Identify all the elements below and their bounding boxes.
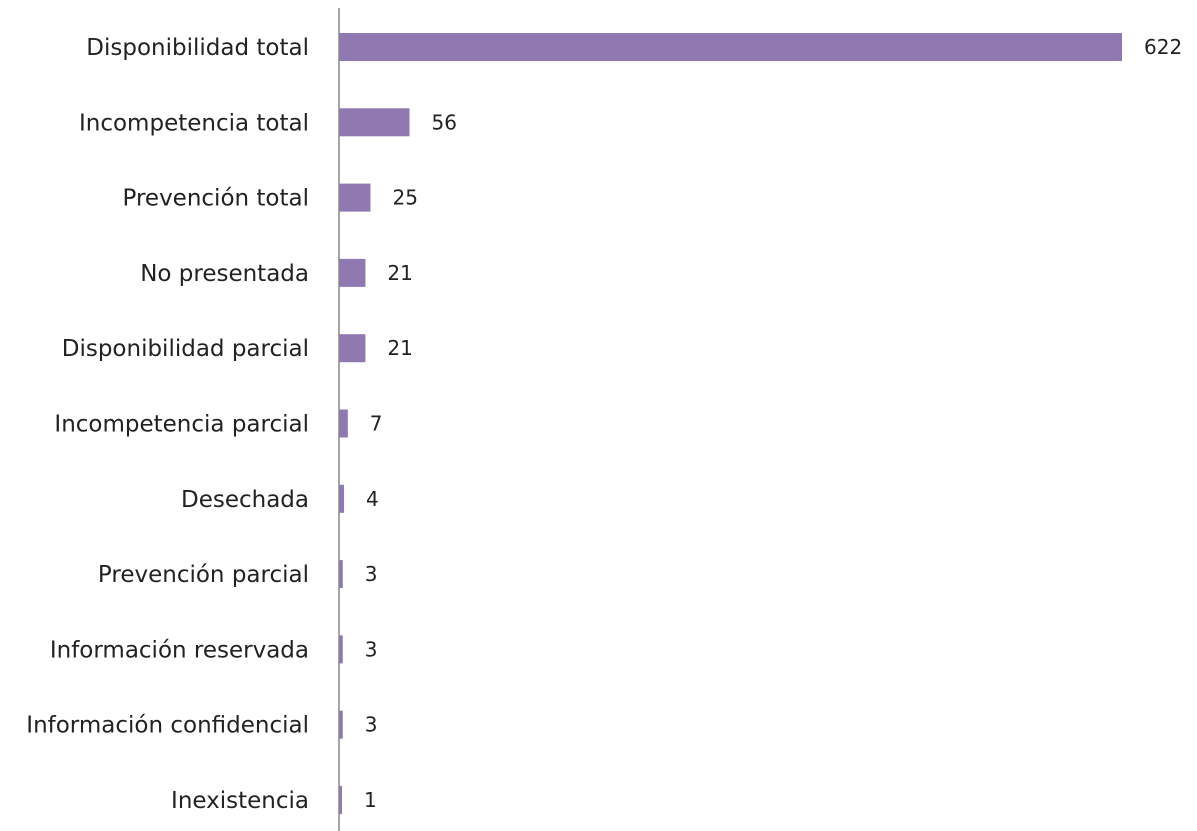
- category-label: Disponibilidad total: [86, 35, 309, 61]
- value-label: 56: [431, 110, 456, 134]
- bar: [339, 183, 371, 212]
- bar: [339, 786, 342, 814]
- bar: [339, 108, 410, 137]
- category-label: Prevención parcial: [98, 562, 309, 588]
- value-label: 3: [365, 637, 378, 661]
- value-label: 25: [392, 186, 417, 210]
- category-label: Información confidencial: [26, 713, 309, 739]
- value-label: 21: [387, 336, 412, 360]
- bar: [339, 710, 343, 739]
- bar: [339, 409, 348, 438]
- category-label: Desechada: [181, 487, 309, 513]
- category-label: Disponibilidad parcial: [62, 336, 309, 362]
- category-label: Prevención total: [123, 186, 310, 212]
- bar: [339, 560, 343, 589]
- bar: [339, 484, 345, 513]
- value-label: 1: [364, 788, 377, 812]
- category-label: Inexistencia: [171, 788, 309, 814]
- value-label: 622: [1144, 35, 1182, 59]
- category-label: Incompetencia parcial: [54, 412, 309, 438]
- category-label: No presentada: [140, 261, 309, 287]
- category-label: Incompetencia total: [79, 110, 309, 136]
- bar: [339, 334, 366, 363]
- value-label: 4: [366, 487, 379, 511]
- value-label: 3: [365, 713, 378, 737]
- category-label: Información reservada: [50, 637, 309, 663]
- value-label: 3: [365, 562, 378, 586]
- value-label: 21: [387, 261, 412, 285]
- bar: [339, 33, 1122, 61]
- bar: [339, 635, 343, 664]
- bar: [339, 258, 366, 287]
- value-label: 7: [370, 412, 383, 436]
